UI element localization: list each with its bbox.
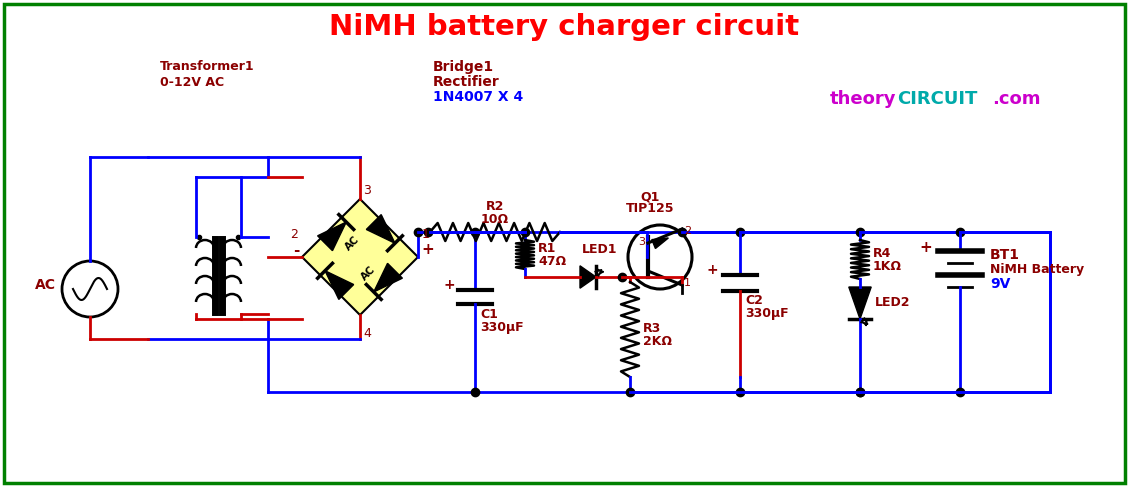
Text: .com: .com — [992, 90, 1041, 108]
Text: C1: C1 — [480, 307, 498, 320]
Text: 1: 1 — [684, 278, 691, 288]
Text: R1: R1 — [539, 242, 557, 255]
Text: TIP125: TIP125 — [625, 202, 674, 215]
Polygon shape — [580, 266, 596, 288]
Text: AC: AC — [35, 278, 56, 292]
Text: 2: 2 — [684, 226, 691, 236]
Text: 47Ω: 47Ω — [539, 255, 566, 268]
Text: +: + — [444, 278, 455, 292]
Text: -: - — [292, 243, 299, 258]
Text: 9V: 9V — [990, 277, 1010, 291]
Text: 330μF: 330μF — [480, 320, 524, 334]
Polygon shape — [317, 222, 347, 251]
Text: NiMH battery charger circuit: NiMH battery charger circuit — [329, 13, 799, 41]
Text: Bridge1: Bridge1 — [434, 60, 495, 74]
Text: 10Ω: 10Ω — [481, 213, 509, 226]
Text: AC: AC — [343, 234, 361, 252]
Text: R3: R3 — [644, 322, 662, 335]
Polygon shape — [301, 199, 418, 315]
Text: 4: 4 — [364, 327, 370, 340]
Text: Transformer1: Transformer1 — [160, 60, 255, 74]
Text: C2: C2 — [745, 295, 763, 307]
Text: 330μF: 330μF — [745, 307, 789, 320]
Text: Rectifier: Rectifier — [434, 75, 500, 89]
Text: 0-12V AC: 0-12V AC — [160, 75, 225, 89]
Text: R2: R2 — [485, 200, 505, 213]
Polygon shape — [366, 215, 395, 243]
Text: LED2: LED2 — [875, 297, 910, 310]
Polygon shape — [849, 287, 872, 319]
Text: 1N4007 X 4: 1N4007 X 4 — [434, 90, 523, 104]
Text: 1KΩ: 1KΩ — [873, 260, 902, 273]
Text: +: + — [421, 243, 434, 258]
Text: BT1: BT1 — [990, 248, 1019, 262]
Text: NiMH Battery: NiMH Battery — [990, 262, 1084, 276]
Text: +: + — [707, 263, 718, 277]
Text: LED1: LED1 — [583, 243, 618, 256]
Text: 2: 2 — [290, 228, 298, 241]
Text: theory: theory — [830, 90, 896, 108]
Text: 3: 3 — [638, 237, 645, 247]
Text: 2KΩ: 2KΩ — [644, 335, 672, 348]
Text: AC: AC — [359, 264, 377, 282]
Text: +: + — [919, 240, 933, 255]
Polygon shape — [374, 263, 402, 292]
Polygon shape — [325, 271, 353, 300]
Text: 3: 3 — [364, 184, 370, 197]
Text: Q1: Q1 — [640, 190, 659, 203]
Polygon shape — [651, 238, 668, 248]
Text: R4: R4 — [873, 247, 892, 260]
Text: 1: 1 — [422, 228, 430, 241]
Text: CIRCUIT: CIRCUIT — [898, 90, 978, 108]
